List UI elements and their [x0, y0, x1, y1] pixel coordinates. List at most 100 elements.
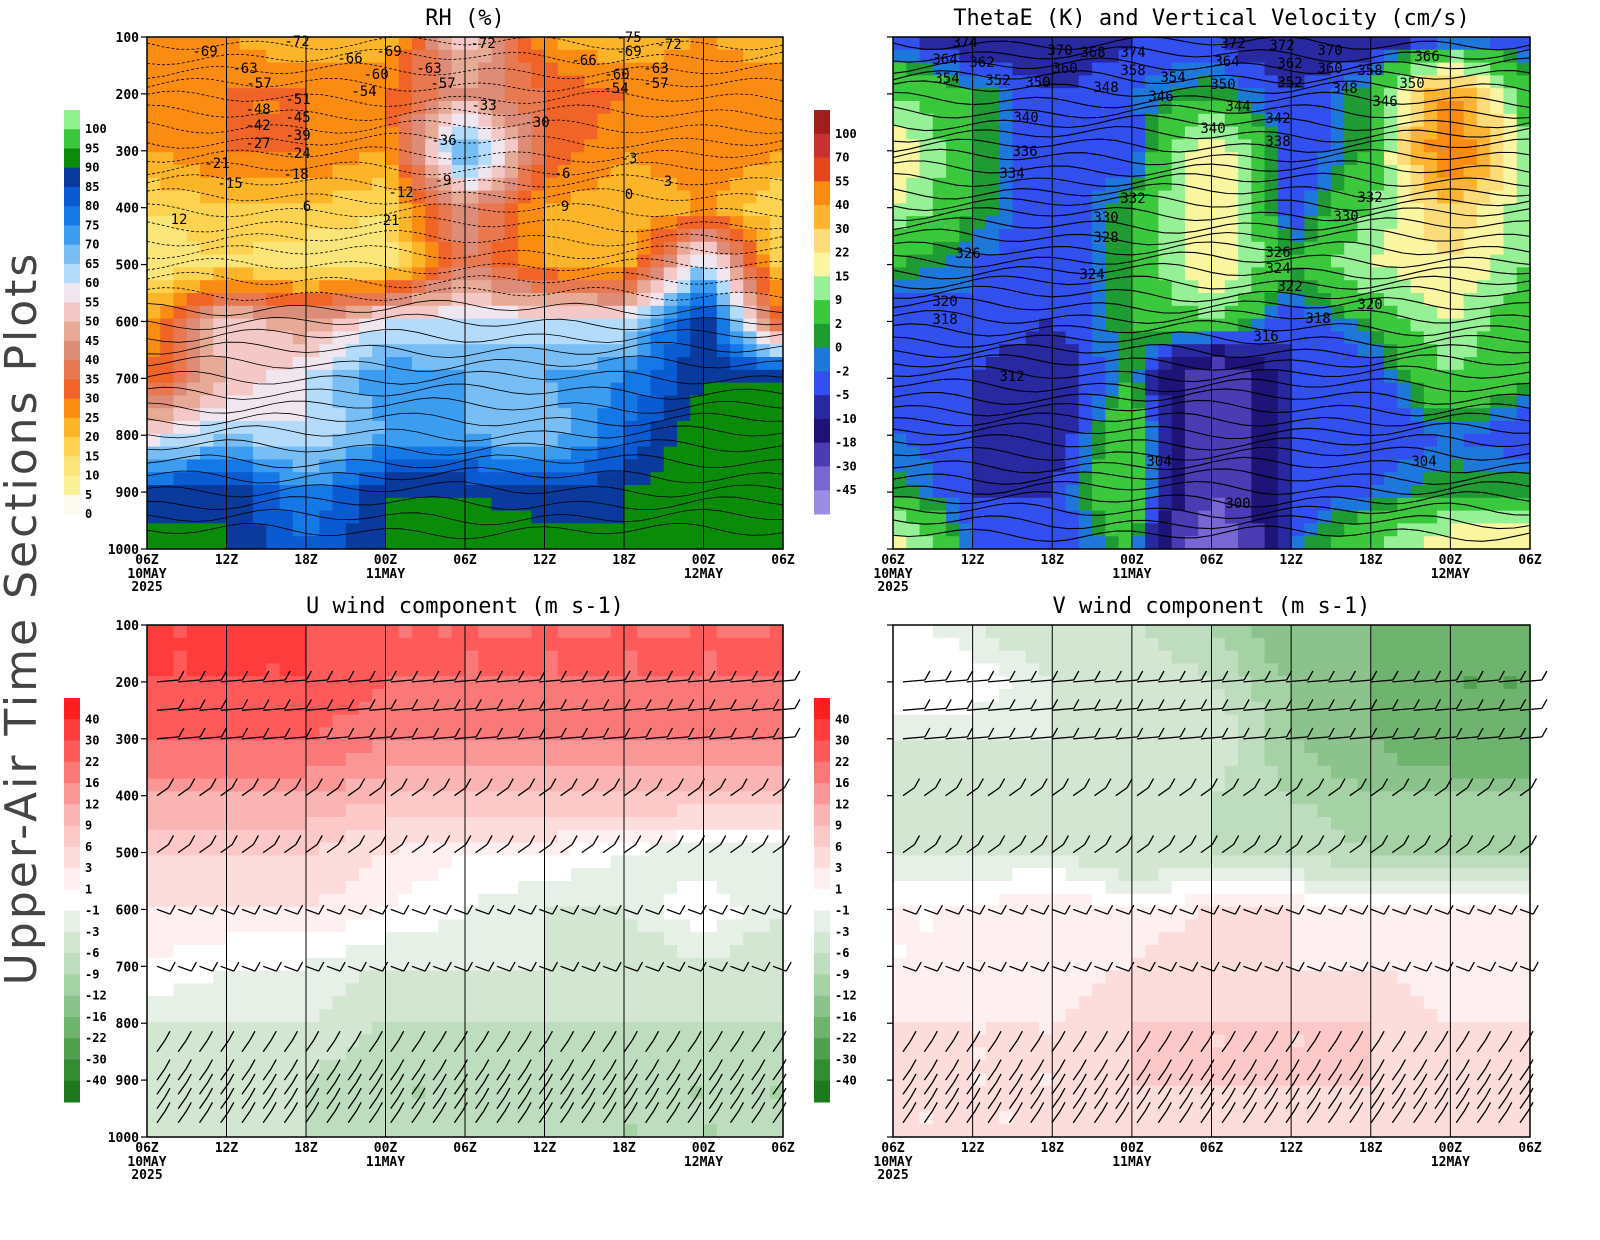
field-cell [690, 370, 704, 383]
field-cell [1490, 242, 1504, 255]
field-cell [677, 830, 691, 843]
field-cell [1357, 357, 1371, 370]
field-cell [399, 651, 413, 664]
field-cell [1185, 498, 1199, 511]
field-cell [505, 229, 519, 242]
field-cell [147, 127, 161, 140]
field-cell [598, 791, 612, 804]
field-cell [492, 766, 506, 779]
field-cell [558, 817, 572, 830]
field-cell [946, 280, 960, 293]
field-cell [1132, 357, 1146, 370]
field-cell [492, 753, 506, 766]
contour-label: 352 [985, 73, 1010, 89]
field-cell [346, 511, 360, 524]
contour-label: -33 [471, 98, 496, 114]
field-cell [1411, 511, 1425, 524]
field-cell [545, 830, 559, 843]
field-cell [266, 830, 280, 843]
field-cell [717, 434, 731, 447]
field-cell [946, 331, 960, 344]
field-cell [704, 651, 718, 664]
field-cell [637, 267, 651, 280]
contour-label: 304 [1146, 454, 1171, 470]
field-cell [584, 638, 598, 651]
field-cell [518, 75, 532, 88]
field-cell [598, 651, 612, 664]
field-cell [1490, 191, 1504, 204]
field-cell [1278, 331, 1292, 344]
field-cell [624, 702, 638, 715]
field-cell [637, 216, 651, 229]
field-cell [598, 689, 612, 702]
field-cell [465, 229, 479, 242]
field-cell [624, 293, 638, 306]
colorbar-swatch [814, 466, 830, 490]
contour-label: 332 [1357, 190, 1382, 206]
field-cell [1052, 165, 1066, 178]
field-cell [306, 216, 320, 229]
field-cell [933, 216, 947, 229]
field-cell [160, 242, 174, 255]
field-cell [651, 101, 665, 114]
field-cell [1119, 523, 1133, 536]
field-cell [1318, 383, 1332, 396]
field-cell [1198, 139, 1212, 152]
field-cell [1251, 127, 1265, 140]
field-cell [1517, 63, 1531, 76]
field-cell [664, 689, 678, 702]
field-cell [690, 139, 704, 152]
field-cell [770, 421, 784, 434]
field-cell [439, 203, 453, 216]
field-cell [1424, 280, 1438, 293]
field-cell [425, 191, 439, 204]
field-cell [200, 459, 214, 472]
field-cell [757, 408, 771, 421]
field-cell [637, 152, 651, 165]
field-cell [1318, 447, 1332, 460]
field-cell [227, 101, 241, 114]
y-tick-label: 600 [116, 315, 140, 330]
field-cell [1344, 536, 1358, 549]
field-cell [492, 63, 506, 76]
field-cell [1304, 139, 1318, 152]
field-cell [478, 280, 492, 293]
field-cell [1357, 216, 1371, 229]
field-cell [545, 638, 559, 651]
field-cell [677, 331, 691, 344]
panel-u: U wind component (m s-1)1002003004005006… [64, 594, 800, 1183]
field-cell [425, 804, 439, 817]
field-cell [386, 715, 400, 728]
field-cell [147, 791, 161, 804]
field-cell [1265, 191, 1279, 204]
field-cell [386, 817, 400, 830]
field-cell [1464, 511, 1478, 524]
contour-label: -15 [217, 176, 242, 192]
field-cell [704, 523, 718, 536]
field-cell [1185, 216, 1199, 229]
field-cell [1119, 536, 1133, 549]
field-cell [584, 804, 598, 817]
field-cell [1145, 191, 1159, 204]
field-cell [1066, 242, 1080, 255]
field-cell [359, 740, 373, 753]
field-cell [518, 152, 532, 165]
field-cell [717, 625, 731, 638]
field-cell [359, 127, 373, 140]
field-cell [1477, 331, 1491, 344]
field-cell [704, 255, 718, 268]
field-cell [717, 830, 731, 843]
field-cell [174, 306, 188, 319]
field-cell [1066, 523, 1080, 536]
field-cell [1026, 421, 1040, 434]
colorbar-swatch [814, 229, 830, 253]
field-cell [359, 766, 373, 779]
field-cell [558, 242, 572, 255]
field-cell [333, 319, 347, 332]
field-cell [770, 203, 784, 216]
contour-label: 304 [1411, 454, 1436, 470]
field-cell [1437, 229, 1451, 242]
colorbar-swatch [814, 158, 830, 182]
field-cell [1238, 63, 1252, 76]
field-cell [757, 88, 771, 101]
